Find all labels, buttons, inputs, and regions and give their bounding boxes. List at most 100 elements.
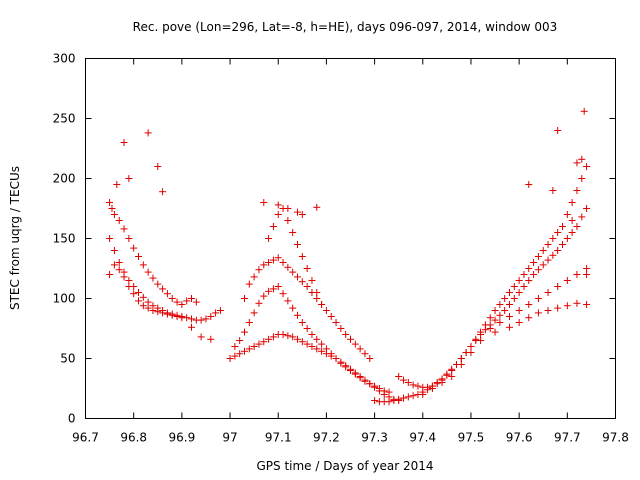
data-point — [578, 175, 586, 182]
data-point — [578, 213, 586, 221]
data-point — [294, 273, 301, 281]
data-point — [106, 271, 114, 278]
data-point — [154, 308, 162, 316]
data-point — [351, 369, 359, 377]
data-point — [371, 383, 379, 391]
data-point — [457, 361, 465, 368]
data-point — [510, 295, 518, 302]
data-point — [583, 271, 591, 278]
data-point — [583, 163, 591, 170]
data-point — [409, 392, 417, 400]
data-point — [173, 298, 181, 306]
data-point — [322, 307, 330, 314]
data-point — [563, 235, 571, 242]
x-tick-label: 97.2 — [313, 431, 340, 445]
data-point — [125, 277, 133, 284]
data-point — [525, 265, 533, 272]
data-point — [163, 290, 171, 298]
data-point — [568, 217, 576, 224]
data-point — [525, 301, 533, 308]
data-point — [563, 211, 571, 218]
data-point — [554, 247, 562, 254]
data-point — [159, 309, 167, 317]
data-point — [274, 201, 282, 209]
data-point — [327, 313, 335, 320]
data-point — [294, 208, 301, 216]
data-point — [279, 331, 287, 338]
data-point — [274, 254, 282, 262]
data-point — [149, 274, 157, 282]
data-point — [212, 309, 220, 317]
y-tick-label: 100 — [53, 292, 76, 306]
data-point — [115, 259, 123, 266]
data-point — [106, 199, 114, 206]
data-point — [318, 347, 326, 355]
data-point — [289, 229, 297, 236]
y-tick-label: 150 — [53, 232, 76, 246]
data-point — [390, 397, 398, 404]
data-point — [506, 313, 513, 320]
data-point — [289, 268, 297, 276]
data-point — [549, 251, 557, 259]
data-point — [284, 205, 292, 212]
data-point — [294, 311, 301, 319]
data-point — [298, 319, 306, 326]
data-point — [573, 271, 581, 278]
data-point — [332, 319, 340, 326]
data-point — [279, 259, 287, 266]
data-point — [255, 299, 263, 307]
data-point — [496, 311, 504, 319]
data-point — [303, 265, 311, 272]
data-point — [332, 355, 340, 362]
data-point — [583, 205, 591, 212]
data-point — [298, 338, 306, 346]
data-point — [139, 302, 147, 310]
data-point — [554, 304, 562, 312]
data-point — [135, 253, 142, 260]
x-axis-label: GPS time / Days of year 2014 — [256, 459, 433, 473]
x-axis: 96.7 96.8 96.9 97 97.1 97.2 97.3 97.4 97.5 97.6 97… — [72, 58, 629, 445]
data-point — [506, 323, 513, 331]
data-point — [274, 211, 282, 218]
data-point — [125, 175, 133, 182]
data-point — [554, 283, 562, 290]
data-point — [120, 139, 128, 146]
data-point — [154, 280, 162, 288]
y-tick-label: 50 — [60, 352, 75, 366]
data-point — [308, 343, 316, 350]
data-point — [250, 273, 258, 281]
data-point — [178, 314, 186, 322]
data-point — [144, 298, 152, 306]
data-point — [583, 301, 591, 308]
data-point — [438, 379, 446, 386]
x-tick-label: 97.4 — [409, 431, 436, 445]
data-point — [486, 314, 494, 322]
data-point — [265, 235, 273, 242]
data-point — [448, 373, 456, 380]
data-point — [188, 323, 195, 331]
data-point — [125, 235, 133, 242]
data-point — [510, 283, 518, 290]
data-point — [414, 382, 422, 390]
data-point — [419, 391, 427, 398]
data-point — [188, 295, 195, 302]
data-point — [486, 325, 494, 332]
data-point — [404, 379, 412, 386]
data-point — [231, 352, 239, 360]
data-point — [467, 349, 475, 356]
data-point — [318, 301, 326, 308]
y-axis: 0 50 100 150 200 250 300 — [53, 52, 616, 426]
data-point — [337, 325, 345, 332]
data-point — [318, 340, 326, 348]
data-point — [342, 331, 350, 338]
data-point — [269, 285, 277, 293]
data-point — [207, 313, 215, 320]
data-point — [245, 345, 253, 353]
data-point — [573, 223, 581, 230]
data-point — [207, 335, 215, 343]
data-point — [135, 297, 142, 305]
data-point — [544, 241, 552, 248]
data-point — [149, 307, 157, 314]
data-point — [255, 266, 263, 274]
data-point — [110, 247, 118, 254]
